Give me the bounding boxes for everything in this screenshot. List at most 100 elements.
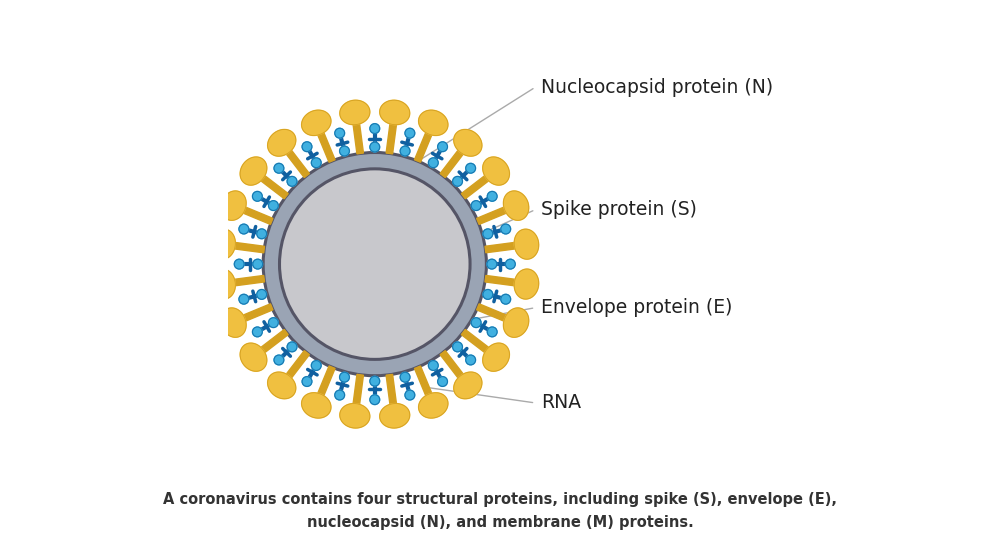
Circle shape [471, 201, 481, 211]
Polygon shape [483, 343, 509, 371]
Polygon shape [386, 375, 397, 409]
Circle shape [252, 191, 262, 201]
Circle shape [269, 201, 278, 211]
Circle shape [487, 191, 497, 201]
Polygon shape [240, 343, 267, 371]
Polygon shape [230, 242, 265, 253]
Circle shape [280, 169, 470, 359]
Polygon shape [316, 366, 335, 400]
Circle shape [370, 124, 380, 134]
Circle shape [453, 177, 462, 186]
Polygon shape [440, 147, 466, 178]
Circle shape [428, 361, 438, 370]
Circle shape [505, 259, 515, 269]
Polygon shape [503, 308, 529, 337]
Circle shape [274, 355, 284, 365]
Polygon shape [211, 269, 235, 299]
Circle shape [335, 390, 345, 400]
Circle shape [487, 327, 497, 337]
Circle shape [438, 142, 447, 152]
Polygon shape [503, 191, 529, 221]
Circle shape [287, 177, 297, 186]
Circle shape [340, 372, 349, 382]
Polygon shape [353, 375, 363, 409]
Circle shape [471, 318, 481, 328]
Circle shape [483, 229, 493, 239]
Text: nucleocapsid (N), and membrane (M) proteins.: nucleocapsid (N), and membrane (M) prote… [307, 515, 693, 530]
Text: Nucleocapsid protein (N): Nucleocapsid protein (N) [541, 78, 773, 97]
Circle shape [252, 327, 262, 337]
Polygon shape [316, 129, 335, 162]
Polygon shape [514, 269, 539, 299]
Polygon shape [240, 157, 267, 185]
Polygon shape [221, 308, 246, 337]
Circle shape [501, 224, 511, 234]
Circle shape [269, 318, 278, 328]
Circle shape [483, 289, 493, 299]
Text: A coronavirus contains four structural proteins, including spike (S), envelope (: A coronavirus contains four structural p… [163, 492, 837, 507]
Circle shape [311, 361, 321, 370]
Circle shape [405, 390, 415, 400]
Circle shape [253, 259, 263, 269]
Circle shape [438, 377, 447, 387]
Circle shape [335, 128, 345, 138]
Text: RNA: RNA [541, 393, 581, 412]
Polygon shape [340, 404, 370, 428]
Circle shape [311, 158, 321, 168]
Circle shape [340, 146, 349, 156]
Text: Envelope protein (E): Envelope protein (E) [541, 298, 732, 317]
Polygon shape [485, 242, 519, 253]
Circle shape [302, 142, 312, 152]
Polygon shape [353, 119, 363, 154]
Polygon shape [483, 157, 509, 185]
Polygon shape [386, 119, 397, 154]
Circle shape [257, 229, 267, 239]
Circle shape [239, 224, 249, 234]
Circle shape [428, 158, 438, 168]
Circle shape [234, 259, 244, 269]
Polygon shape [268, 372, 296, 399]
Circle shape [453, 342, 462, 352]
Circle shape [263, 152, 486, 376]
Polygon shape [211, 229, 235, 259]
Polygon shape [284, 351, 309, 382]
Polygon shape [380, 100, 410, 125]
Polygon shape [454, 372, 482, 399]
Circle shape [274, 163, 284, 173]
Polygon shape [414, 366, 433, 400]
Polygon shape [284, 147, 309, 178]
Circle shape [287, 342, 297, 352]
Polygon shape [514, 229, 539, 259]
Polygon shape [454, 129, 482, 156]
Polygon shape [380, 404, 410, 428]
Circle shape [405, 128, 415, 138]
Polygon shape [419, 110, 448, 135]
Polygon shape [340, 100, 370, 125]
Polygon shape [419, 393, 448, 418]
Polygon shape [461, 173, 492, 199]
Circle shape [301, 191, 448, 338]
Polygon shape [268, 129, 296, 156]
Circle shape [501, 294, 511, 304]
Circle shape [370, 376, 380, 386]
Circle shape [370, 395, 380, 405]
Polygon shape [239, 206, 273, 224]
Circle shape [239, 294, 249, 304]
Circle shape [257, 289, 267, 299]
Polygon shape [485, 276, 519, 287]
Polygon shape [461, 329, 492, 355]
Text: Spike protein (S): Spike protein (S) [541, 200, 697, 219]
Polygon shape [302, 110, 331, 135]
Polygon shape [440, 351, 466, 382]
Polygon shape [477, 304, 510, 323]
Polygon shape [221, 191, 246, 221]
Polygon shape [239, 304, 273, 323]
Polygon shape [477, 206, 510, 224]
Circle shape [466, 163, 476, 173]
Circle shape [370, 142, 380, 152]
Polygon shape [414, 129, 433, 162]
Circle shape [400, 146, 410, 156]
Circle shape [316, 205, 397, 286]
Polygon shape [302, 393, 331, 418]
Polygon shape [230, 276, 265, 287]
